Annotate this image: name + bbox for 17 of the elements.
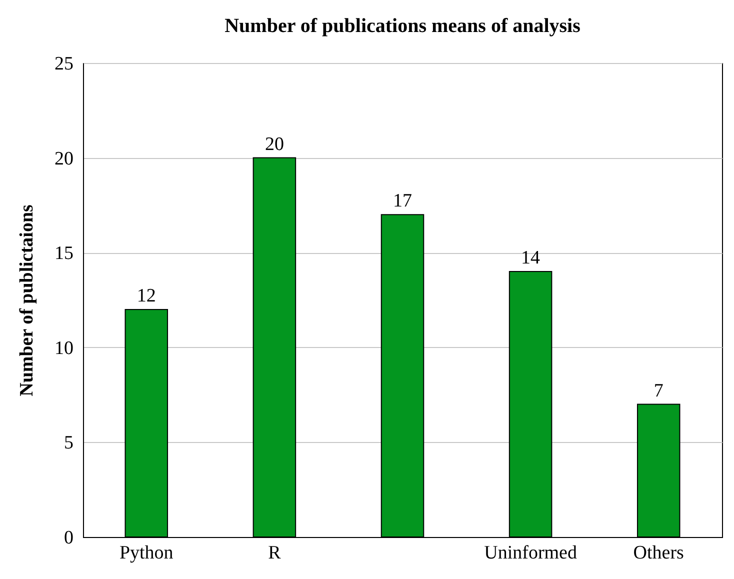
x-tick-label: R [268, 542, 282, 564]
y-tick-label: 10 [54, 338, 74, 359]
y-axis-title: Number of publictaions [16, 204, 38, 396]
data-label: 17 [393, 190, 412, 212]
chart-title: Number of publications means of analysis [224, 15, 581, 37]
data-label: 12 [136, 285, 156, 306]
y-tick-label: 15 [54, 243, 74, 264]
x-tick-label: Uninformed [484, 542, 578, 564]
data-label: 20 [264, 134, 284, 155]
x-tick-label: Python [119, 542, 174, 564]
y-tick-label: 20 [54, 148, 74, 170]
y-tick-label: 5 [64, 432, 74, 454]
y-tick-label: 25 [54, 54, 74, 74]
x-tick-label: Others [633, 542, 684, 564]
data-label: 7 [654, 380, 664, 402]
data-label: 14 [521, 248, 541, 269]
y-tick-label: 0 [64, 528, 74, 548]
